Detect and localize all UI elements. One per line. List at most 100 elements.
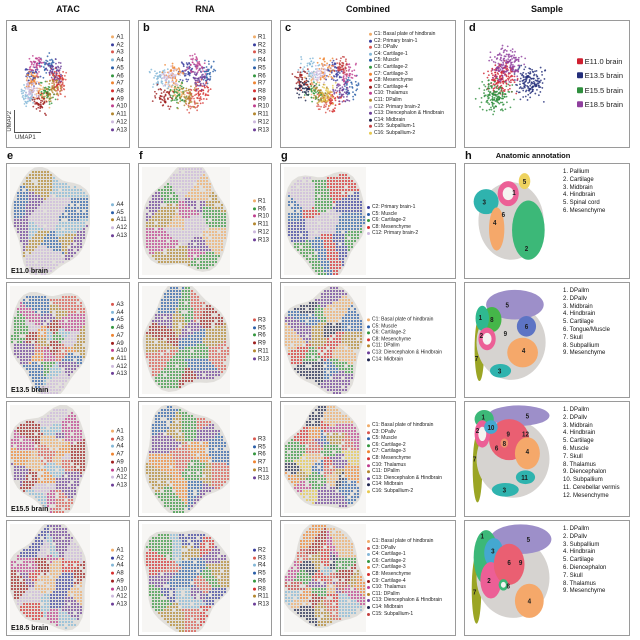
legend-label: A12 [116,225,127,232]
panel-letter-c: c [285,22,292,34]
legend-swatch [369,125,372,129]
legend-item: A7 [111,81,127,88]
legend-swatch [111,356,115,360]
legend-item: A4 [111,563,127,570]
spatial-plot-atac-e11 [10,167,90,275]
legend-label: A5 [116,65,124,72]
legend-item: A6 [111,73,127,80]
legend-swatch [369,85,372,89]
legend-item: A13 [111,602,127,609]
annotation-item: 4. Hindbrain [563,549,596,556]
legend-label: A3 [116,301,124,308]
legend-swatch [252,602,256,606]
legend-item: C10: Thalamus [367,584,453,591]
legend-item: A13 [111,127,127,134]
legend-atac: A1 A2 A3 A4 A5 A6 A7 A8 A9 A10 A11 A12 A13 [111,34,127,133]
legend-label: R3 [257,49,266,56]
legend-label: A1 [116,547,124,554]
svg-text:4: 4 [493,219,497,227]
legend-label: A10 [116,103,127,110]
legend-label: A3 [116,436,124,443]
annotation-item: 2. DPallv [563,414,588,421]
legend-swatch [111,73,115,77]
svg-text:1: 1 [481,533,485,541]
column-rna: b R1 R2 R3 R4 R5 R6 R7 R8 R9 R10 R11 R12 R13 f R1 R6 R… [138,20,272,636]
legend-item: C9: Cartilage-4 [367,578,453,585]
legend-label: C7: Cartilage-3 [374,70,408,77]
combined-spatial-stack: C2: Primary brain-1 C5: Muscle C6: Cartila… [280,163,456,636]
legend-item: R4 [252,57,269,64]
legend-swatch [369,32,372,36]
spatial-plot-rna-e11 [142,167,230,275]
legend-swatch [252,127,256,131]
legend-swatch [367,444,370,448]
spatial-atac-e13: A3 A4 A5 A6 A7 A9 A10 A11 A12 A13 E13.5 brain [6,282,130,398]
legend-swatch [369,111,372,115]
legend-item: C14: Midbrain [367,356,453,363]
legend-label: C1: Basal plate of hindbrain [372,422,434,429]
legend-item: C15: Subpallium-1 [369,123,453,130]
annotation-item: 9. Diencephalon [563,469,607,476]
panel-f-header: f [138,149,272,162]
panel-g-header: g [280,149,456,162]
annotation-item: 6. Mesenchyme [563,207,606,214]
legend-label: R9 [257,96,266,103]
spatial-plot-rna-e13 [142,286,230,394]
legend-item: R6 [252,579,269,586]
legend-item: R7 [252,81,269,88]
annotation-item: 4. Hindbrain [563,430,596,437]
legend-swatch [369,72,372,76]
legend-swatch [369,78,372,82]
legend-label: A4 [116,444,124,451]
anatomy-svg: 7 12 5 9 4 12 10 68 11 3 [472,405,550,503]
legend-item: R8 [252,586,269,593]
legend-item: A12 [111,475,127,482]
legend-label: C3: DPallv [372,428,396,435]
legend-swatch [367,219,370,223]
annotation-item: 4. Hindbrain [563,192,596,199]
legend-swatch [252,214,256,218]
legend-combined-e11: C2: Primary brain-1 C5: Muscle C6: Cartila… [367,204,453,237]
legend-label: A4 [116,202,124,209]
legend-swatch [367,351,370,355]
legend-label: R11 [257,348,269,355]
legend-swatch [252,43,256,47]
legend-swatch [111,104,115,108]
column-title-combined: Combined [346,4,390,14]
legend-swatch [252,97,256,101]
annotation-item: 3. Subpallium [563,541,600,548]
legend-label: C1: Basal plate of hindbrain [372,537,434,544]
stage-label: E11.0 brain [11,268,48,275]
svg-text:2: 2 [487,578,491,586]
legend-swatch [111,112,115,116]
legend-swatch [367,599,370,603]
legend-item: A11 [111,356,127,363]
svg-text:2: 2 [476,428,480,436]
annotation-item: 6. Tongue/Muscle [563,326,610,333]
legend-item: R3 [252,436,269,443]
legend-item: R11 [252,112,269,119]
legend-swatch [252,548,256,552]
annotation-item: 5. Cartilage [563,438,594,445]
legend-rna-e13: R3 R5 R6 R9 R11 R13 [252,317,269,363]
legend-item: R6 [252,206,269,213]
legend-swatch [111,203,115,207]
panel-e-header: e [6,149,130,162]
legend-label: C3: DPallv [372,544,396,551]
legend-item: R3 [252,317,269,324]
spatial-rna-e11: R1 R6 R10 R11 R12 R13 [138,163,272,279]
legend-label: C16: Subpallium-2 [372,488,414,495]
legend-label: R3 [257,317,266,324]
legend-swatch [252,341,256,345]
legend-item: C6: Cartilage-2 [367,330,453,337]
legend-swatch [111,556,115,560]
umap-plot-combined [283,33,369,137]
annotation-item: 11. Cerebellar vermis [563,484,620,491]
annotation-item: 3. Midbrain [563,184,593,191]
legend-item: C8: Mesenchyme [367,571,453,578]
legend-item: A9 [111,460,127,467]
legend-label: A5 [116,317,124,324]
legend-item: R13 [252,356,269,363]
